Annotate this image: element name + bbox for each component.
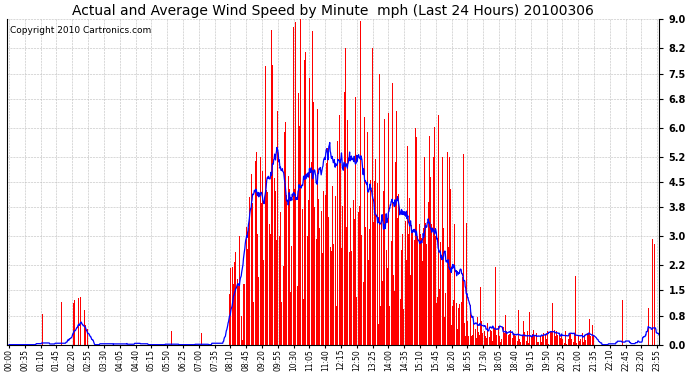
Title: Actual and Average Wind Speed by Minute  mph (Last 24 Hours) 20100306: Actual and Average Wind Speed by Minute … [72,4,594,18]
Text: Copyright 2010 Cartronics.com: Copyright 2010 Cartronics.com [10,26,151,35]
